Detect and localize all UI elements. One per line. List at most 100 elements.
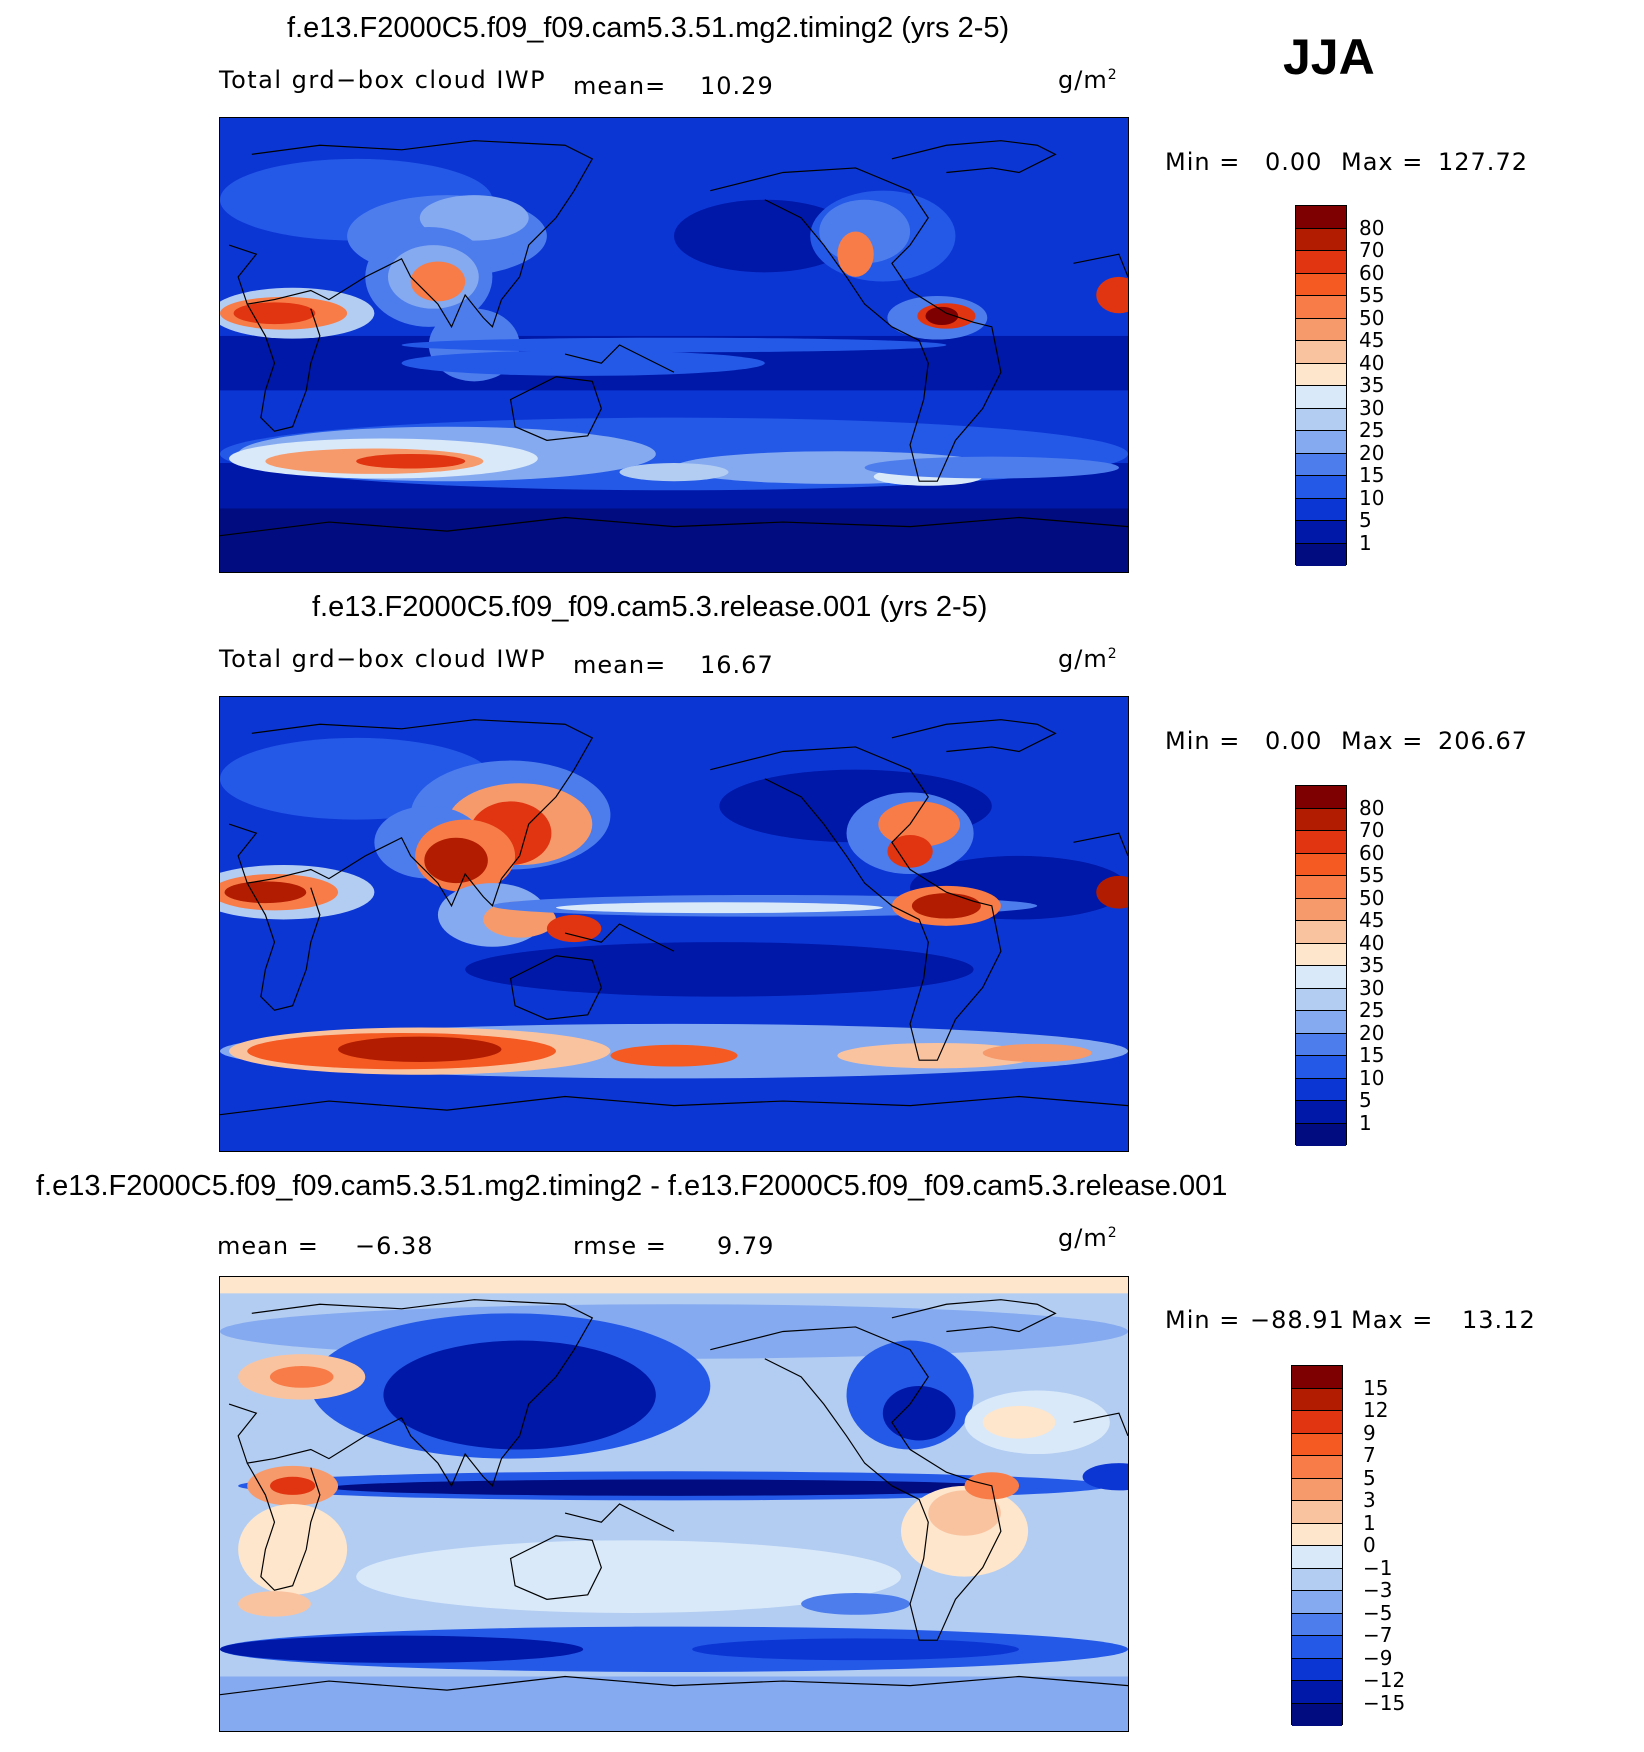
colorbar-tick-label: 15 <box>1359 463 1385 487</box>
colorbar <box>1291 1365 1343 1726</box>
colorbar-swatch <box>1296 943 1346 966</box>
colorbar-swatch <box>1296 408 1346 431</box>
variable-label: Total grd−box cloud IWP <box>219 66 547 94</box>
colorbar-swatch <box>1296 1101 1346 1124</box>
colorbar-tick-label: 7 <box>1363 1443 1376 1467</box>
colorbar-swatch <box>1292 1411 1342 1434</box>
colorbar-tick-label: 15 <box>1363 1375 1389 1400</box>
colorbar <box>1295 205 1347 566</box>
min-value: 0.00 <box>1265 727 1323 755</box>
rmse-value: 9.79 <box>717 1232 775 1260</box>
colorbar-swatch <box>1296 476 1346 499</box>
max-value: 13.12 <box>1462 1306 1536 1334</box>
colorbar-swatch <box>1296 853 1346 876</box>
colorbar-tick-label: 1 <box>1363 1510 1376 1535</box>
colorbar-swatch <box>1292 1568 1342 1591</box>
colorbar-swatch <box>1292 1546 1342 1569</box>
colorbar-swatch <box>1292 1636 1342 1659</box>
colorbar-tick-label: 80 <box>1359 795 1385 820</box>
units-label: g/m2 <box>1058 645 1118 673</box>
colorbar-tick-label: 20 <box>1359 1020 1385 1045</box>
colorbar-swatch <box>1296 876 1346 899</box>
min-label: Min = <box>1165 1306 1241 1334</box>
colorbar-tick-label: −3 <box>1363 1578 1393 1602</box>
max-label: Max = <box>1341 727 1424 755</box>
max-value: 206.67 <box>1438 727 1528 755</box>
max-label: Max = <box>1351 1306 1434 1334</box>
colorbar-tick-label: 50 <box>1359 885 1385 910</box>
colorbar-swatch <box>1296 318 1346 341</box>
colorbar-swatch <box>1296 898 1346 921</box>
panel-title: f.e13.F2000C5.f09_f09.cam5.3.51.mg2.timi… <box>36 1170 1228 1202</box>
max-value: 127.72 <box>1438 148 1528 176</box>
colorbar-swatch <box>1296 296 1346 319</box>
contour-map <box>220 1277 1128 1731</box>
colorbar-tick-label: 15 <box>1359 1043 1385 1067</box>
map-plot <box>219 696 1129 1152</box>
colorbar-swatch <box>1292 1366 1342 1389</box>
colorbar-swatch <box>1296 521 1346 544</box>
min-label: Min = <box>1165 727 1241 755</box>
colorbar-swatch <box>1296 786 1346 809</box>
colorbar-tick-label: 10 <box>1359 1065 1385 1090</box>
colorbar-tick-label: −1 <box>1363 1555 1393 1580</box>
colorbar-swatch <box>1296 251 1346 274</box>
mean-label: mean= <box>573 651 667 679</box>
colorbar-swatch <box>1296 808 1346 831</box>
colorbar-swatch <box>1296 228 1346 251</box>
map-plot <box>219 117 1129 573</box>
colorbar-swatch <box>1292 1433 1342 1456</box>
colorbar-tick-label: 1 <box>1359 530 1372 555</box>
colorbar-swatch <box>1292 1591 1342 1614</box>
colorbar <box>1295 785 1347 1146</box>
colorbar-swatch <box>1296 1033 1346 1056</box>
colorbar-tick-label: 45 <box>1359 908 1385 932</box>
colorbar-tick-label: −12 <box>1363 1668 1406 1692</box>
colorbar-swatch <box>1292 1501 1342 1524</box>
colorbar-swatch <box>1296 988 1346 1011</box>
colorbar-swatch <box>1296 1056 1346 1079</box>
colorbar-tick-label: 5 <box>1363 1465 1376 1490</box>
colorbar-swatch <box>1292 1703 1342 1726</box>
season-label: JJA <box>1283 29 1375 85</box>
colorbar-tick-label: 30 <box>1359 395 1385 420</box>
contour-map <box>220 118 1128 572</box>
colorbar-tick-label: 50 <box>1359 305 1385 330</box>
colorbar-swatch <box>1296 1078 1346 1101</box>
colorbar-swatch <box>1296 453 1346 476</box>
colorbar-tick-label: 45 <box>1359 328 1385 352</box>
mean-label: mean = <box>217 1232 319 1260</box>
contour-map <box>220 697 1128 1151</box>
colorbar-tick-label: 3 <box>1363 1488 1376 1512</box>
panel-title: f.e13.F2000C5.f09_f09.cam5.3.51.mg2.timi… <box>287 12 1010 44</box>
colorbar-swatch <box>1296 966 1346 989</box>
colorbar-tick-label: 40 <box>1359 350 1385 375</box>
colorbar-tick-label: 35 <box>1359 373 1385 397</box>
colorbar-tick-label: −7 <box>1363 1623 1393 1647</box>
colorbar-tick-label: 55 <box>1359 283 1385 307</box>
colorbar-swatch <box>1296 1011 1346 1034</box>
colorbar-tick-label: 25 <box>1359 998 1385 1022</box>
colorbar-swatch <box>1292 1523 1342 1546</box>
colorbar-swatch <box>1292 1456 1342 1479</box>
panel-title: f.e13.F2000C5.f09_f09.cam5.3.release.001… <box>312 591 988 623</box>
colorbar-tick-label: 80 <box>1359 215 1385 240</box>
colorbar-swatch <box>1296 273 1346 296</box>
colorbar-tick-label: 25 <box>1359 418 1385 442</box>
colorbar-swatch <box>1296 206 1346 229</box>
colorbar-swatch <box>1292 1681 1342 1704</box>
colorbar-tick-label: 30 <box>1359 975 1385 1000</box>
min-value: 0.00 <box>1265 148 1323 176</box>
colorbar-swatch <box>1296 921 1346 944</box>
colorbar-swatch <box>1292 1658 1342 1681</box>
colorbar-tick-label: 60 <box>1359 260 1385 285</box>
colorbar-swatch <box>1296 1123 1346 1146</box>
colorbar-swatch <box>1296 386 1346 409</box>
units-label: g/m2 <box>1058 1224 1118 1252</box>
variable-label: Total grd−box cloud IWP <box>219 645 547 673</box>
colorbar-tick-label: 9 <box>1363 1420 1376 1445</box>
colorbar-tick-label: 55 <box>1359 863 1385 887</box>
colorbar-tick-label: 70 <box>1359 238 1385 262</box>
colorbar-swatch <box>1296 543 1346 566</box>
map-plot <box>219 1276 1129 1732</box>
